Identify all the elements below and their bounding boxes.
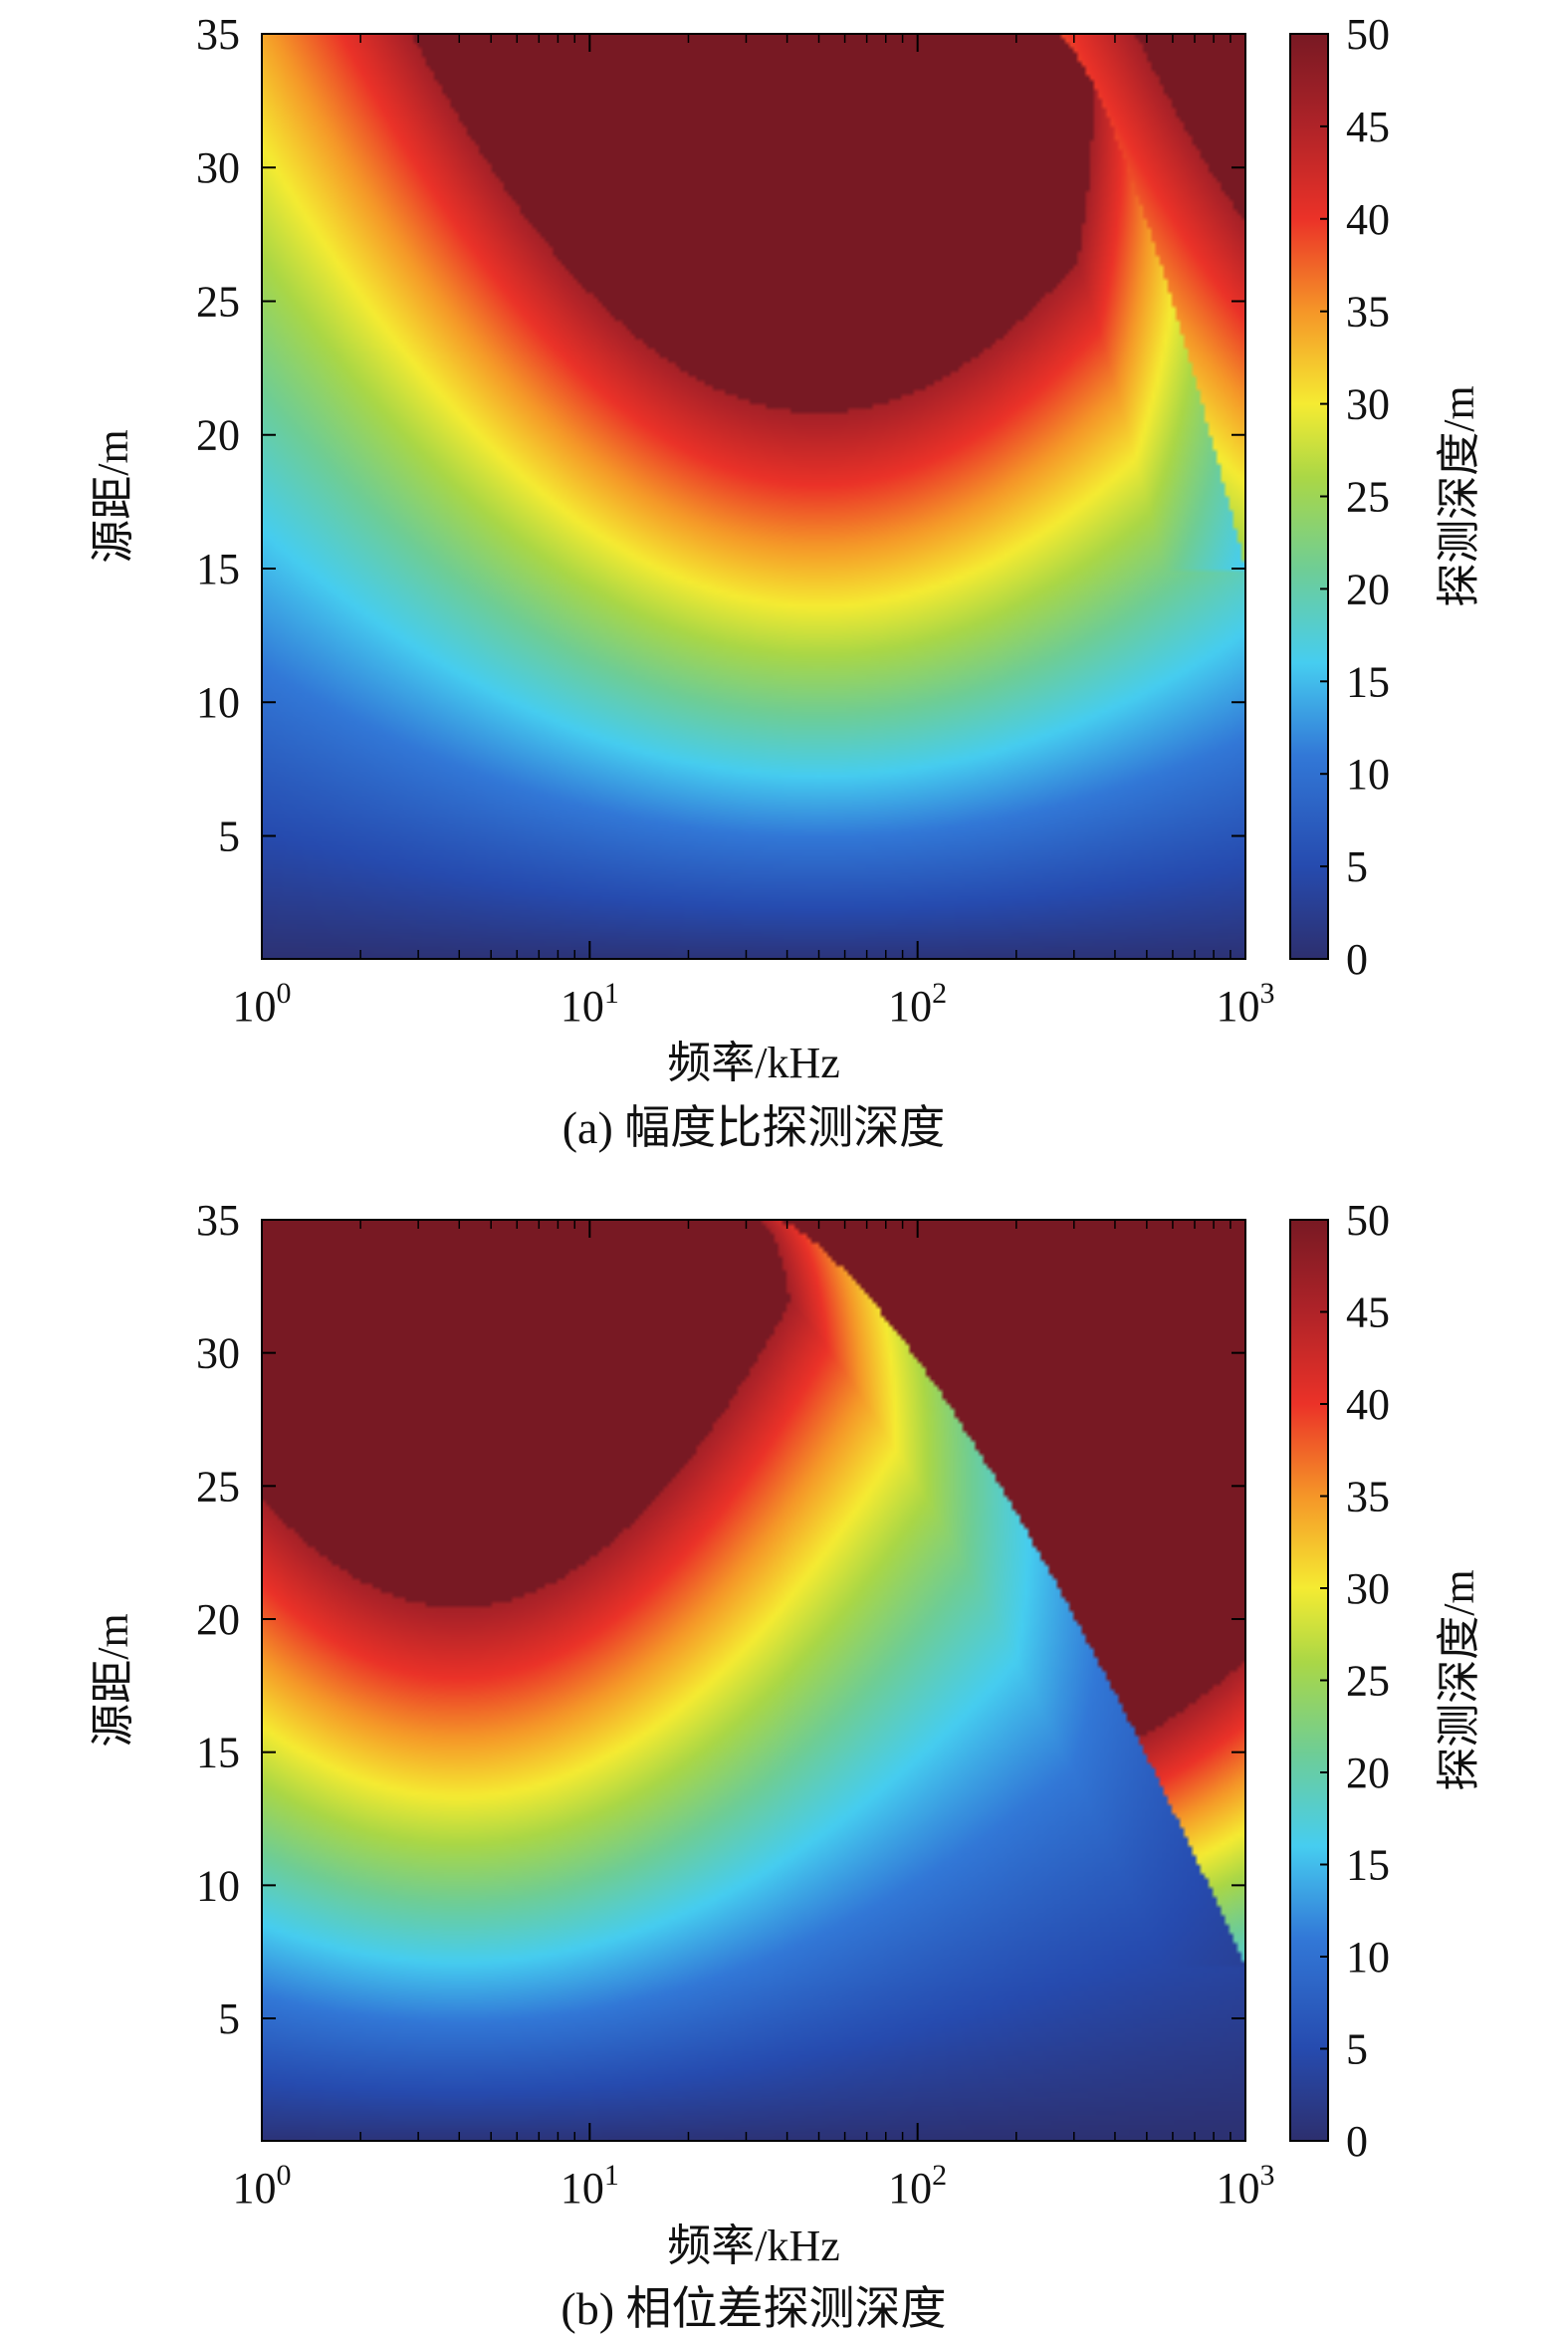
colorbar-tick-label: 45 xyxy=(1346,1288,1390,1337)
y-tick-label: 10 xyxy=(196,678,240,727)
plot-frame xyxy=(261,1219,1246,2142)
colorbar-tick-label: 25 xyxy=(1346,473,1390,522)
colorbar-tick-labels: 0 5 10 15 20 25 30 35 40 45 50 xyxy=(1346,1196,1390,2166)
plot-frame xyxy=(261,33,1246,960)
colorbar-tick-label: 15 xyxy=(1346,1841,1390,1890)
x-tick-labels: 100 101 102 103 xyxy=(233,2159,1275,2213)
y-tick-label: 30 xyxy=(196,1329,240,1378)
colorbar-tick-label: 10 xyxy=(1346,750,1390,799)
y-tick-label: 15 xyxy=(196,545,240,593)
axis-ticks xyxy=(261,1219,1246,2141)
heatmap-image xyxy=(262,34,1245,959)
y-tick-label: 35 xyxy=(196,1196,240,1245)
colorbar-tick-label: 30 xyxy=(1346,380,1390,429)
x-tick-label: 100 xyxy=(233,977,292,1031)
colorbar-tick-label: 5 xyxy=(1346,842,1368,891)
colorbar-tick-label: 45 xyxy=(1346,103,1390,151)
y-axis-title: 源距/m xyxy=(89,1613,137,1747)
colorbar-tick-label: 0 xyxy=(1346,2117,1368,2166)
panel-caption: (b) 相位差探测深度 xyxy=(560,2283,946,2334)
colorbar-tick-label: 40 xyxy=(1346,1380,1390,1429)
colorbar-title: 探测深度/m xyxy=(1435,1569,1483,1790)
y-tick-label: 25 xyxy=(196,1462,240,1511)
y-tick-label: 5 xyxy=(218,1994,240,2043)
colorbar-ticks xyxy=(1320,1219,1328,2142)
x-tick-label: 101 xyxy=(560,2159,619,2213)
colorbar-tick-label: 50 xyxy=(1346,1196,1390,1245)
y-tick-labels: 5 10 15 20 25 30 35 xyxy=(196,1196,240,2043)
y-tick-labels: 5 10 15 20 25 30 35 xyxy=(196,10,240,860)
y-tick-label: 35 xyxy=(196,10,240,59)
x-axis-title: 频率/kHz xyxy=(667,1039,840,1087)
y-tick-label: 25 xyxy=(196,277,240,326)
axis-ticks xyxy=(261,33,1246,959)
colorbar-tick-label: 20 xyxy=(1346,565,1390,613)
y-tick-label: 30 xyxy=(196,143,240,192)
y-tick-label: 5 xyxy=(218,812,240,860)
y-tick-label: 15 xyxy=(196,1729,240,1777)
colorbar-ticks xyxy=(1320,33,1328,960)
colorbar-tick-label: 35 xyxy=(1346,1473,1390,1521)
y-tick-label: 20 xyxy=(196,411,240,460)
colorbar-tick-label: 35 xyxy=(1346,288,1390,337)
heatmap-image xyxy=(262,1220,1245,2141)
colorbar-tick-label: 0 xyxy=(1346,935,1368,984)
x-tick-label: 102 xyxy=(888,977,947,1031)
x-tick-label: 103 xyxy=(1217,2159,1275,2213)
colorbar-tick-label: 25 xyxy=(1346,1657,1390,1706)
colorbar-tick-label: 10 xyxy=(1346,1933,1390,1982)
colorbar-tick-labels: 0 5 10 15 20 25 30 35 40 45 50 xyxy=(1346,10,1390,984)
x-tick-labels: 100 101 102 103 xyxy=(233,977,1275,1031)
x-axis-title: 频率/kHz xyxy=(667,2221,840,2270)
x-tick-label: 102 xyxy=(888,2159,947,2213)
colorbar-title: 探测深度/m xyxy=(1435,385,1483,606)
x-tick-label: 100 xyxy=(233,2159,292,2213)
y-tick-label: 20 xyxy=(196,1595,240,1644)
colorbar-tick-label: 30 xyxy=(1346,1564,1390,1613)
x-tick-label: 103 xyxy=(1217,977,1275,1031)
colorbar-tick-label: 50 xyxy=(1346,10,1390,59)
y-axis-title: 源距/m xyxy=(89,429,137,563)
heatmap-surface xyxy=(262,1220,1245,2141)
y-tick-label: 10 xyxy=(196,1861,240,1910)
colorbar-tick-label: 5 xyxy=(1346,2025,1368,2074)
x-tick-label: 101 xyxy=(560,977,619,1031)
colorbar-tick-label: 15 xyxy=(1346,657,1390,706)
panel-caption: (a) 幅度比探测深度 xyxy=(562,1102,946,1153)
colorbar-tick-label: 40 xyxy=(1346,195,1390,244)
heatmap-surface xyxy=(262,34,1245,959)
colorbar-tick-label: 20 xyxy=(1346,1749,1390,1797)
